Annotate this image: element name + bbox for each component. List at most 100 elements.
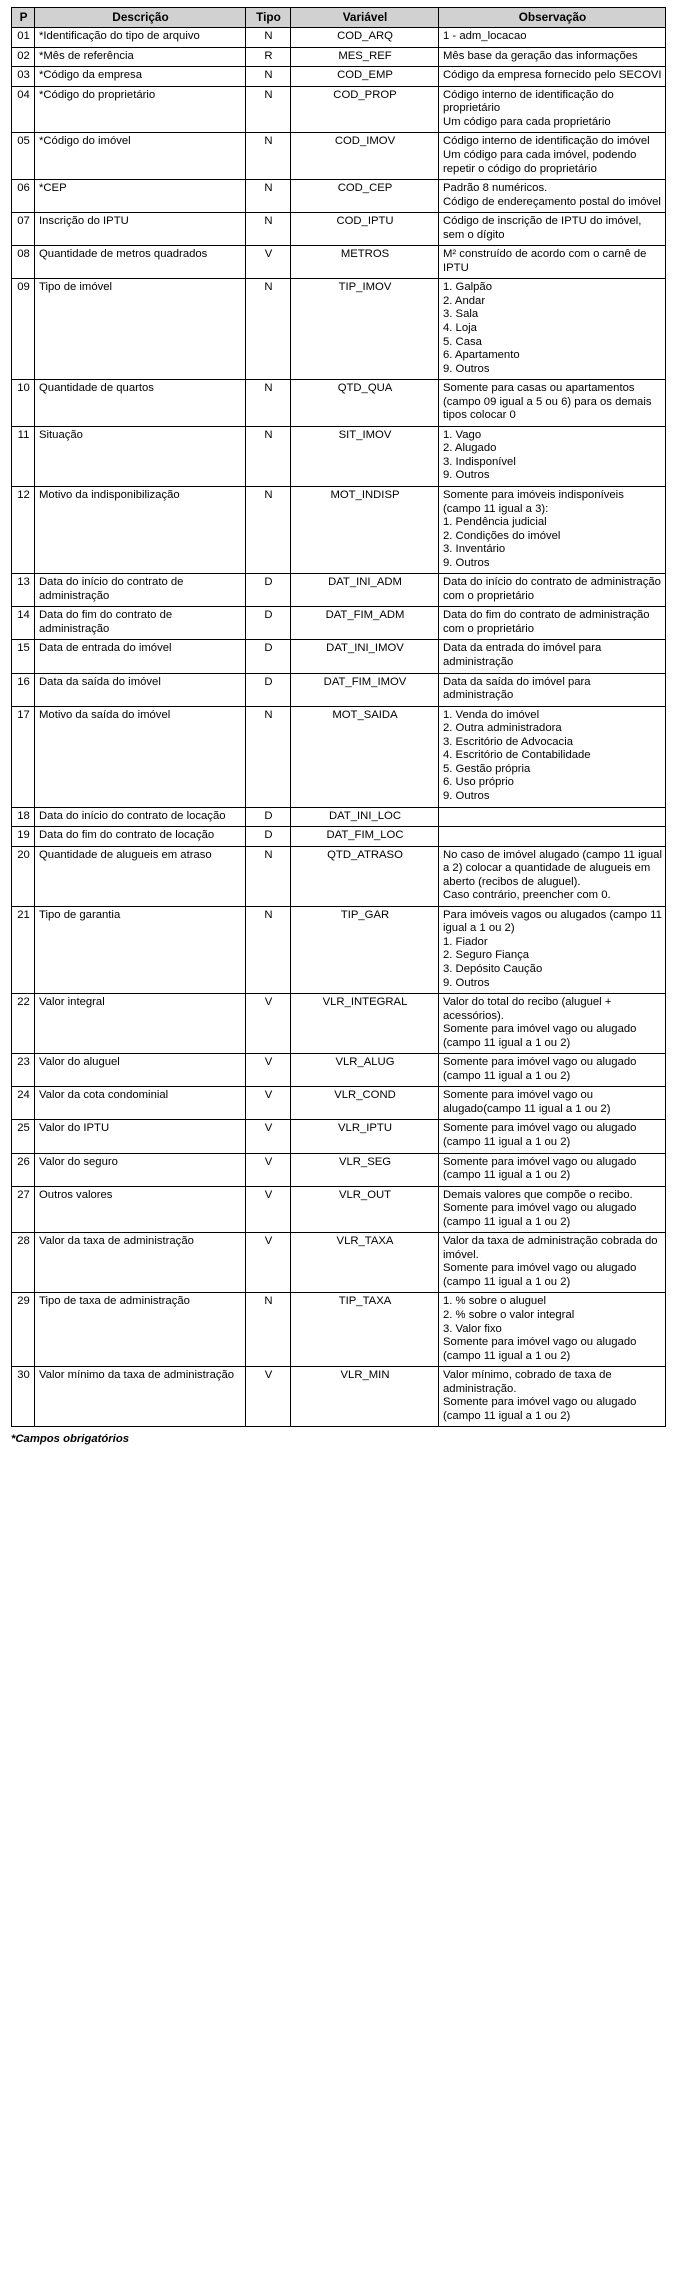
cell-observacao-text: Valor da taxa de administração cobrada d… [443,1235,658,1288]
cell-variavel: QTD_ATRASO [290,845,439,907]
cell-observacao-text: 1. Vago 2. Alugado 3. Indisponível 9. Ou… [443,428,516,482]
cell-variavel: QTD_QUA [290,379,439,427]
cell-tipo-text: N [264,182,273,195]
cell-observacao-text: Data do início do contrato de administra… [443,576,661,602]
cell-observacao-text: Mês base da geração das informações [443,49,638,62]
table-row: 17 Motivo da saída do imóvel N MOT_SAIDA 1. … [11,705,666,808]
cell-descricao-text: Data de entrada do imóvel [39,642,172,655]
cell-variavel-text: COD_CEP [337,182,393,195]
cell-position-text: 26 [17,1155,30,1168]
cell-observacao: Somente para imóvel vago ou alugado(camp… [438,1086,666,1121]
cell-position-text: 11 [17,428,30,441]
cell-tipo: N [245,85,291,134]
cell-position-text: 22 [17,996,30,1009]
cell-position: 25 [11,1119,35,1154]
cell-observacao-text: Somente para imóvel vago ou alugado (cam… [443,1122,637,1148]
cell-tipo-text: D [264,642,273,655]
cell-position-text: 07 [17,215,30,228]
cell-descricao: Data do início do contrato de administra… [34,573,246,608]
cell-descricao: Data do fim do contrato de administração [34,606,246,641]
cell-tipo: R [245,46,291,68]
cell-position: 28 [11,1232,35,1294]
cell-variavel: TIP_GAR [290,905,439,995]
cell-variavel: DAT_FIM_ADM [290,606,439,641]
cell-observacao-text: 1. Galpão 2. Andar 3. Sala 4. Loja 5. Ca… [443,281,520,375]
cell-position: 15 [11,639,35,674]
cell-descricao: Motivo da indisponibilização [34,486,246,575]
table-row: 22 Valor integral V VLR_INTEGRAL Valor do to… [11,993,666,1055]
cell-observacao: Código interno de identificação do imóve… [438,132,666,181]
cell-descricao-text: *Código do proprietário [39,88,156,101]
cell-position: 02 [11,46,35,68]
cell-descricao-text: Valor do aluguel [39,1056,120,1069]
cell-variavel-text: VLR_INTEGRAL [322,996,408,1009]
cell-variavel: MOT_INDISP [290,486,439,575]
cell-observacao: Somente para imóvel vago ou alugado (cam… [438,1053,666,1088]
cell-variavel-text: COD_IMOV [334,135,396,148]
cell-observacao-text: Código interno de identificação do imóve… [443,135,650,175]
field-layout-table: P Descrição Tipo Variável Observação 01 *… [11,6,666,1428]
cell-observacao-text: Somente para casas ou apartamentos (camp… [443,382,652,422]
cell-tipo: D [245,573,291,608]
table-row: 24 Valor da cota condominial V VLR_COND Some… [11,1086,666,1121]
cell-position-text: 30 [17,1369,30,1382]
cell-variavel-text: COD_IPTU [336,215,394,228]
cell-tipo-text: D [264,609,273,622]
cell-observacao: Padrão 8 numéricos. Código de endereçame… [438,179,666,214]
table-row: 09 Tipo de imóvel N TIP_IMOV 1. Galpão 2. An… [11,278,666,381]
cell-position: 13 [11,573,35,608]
table-body: 01 *Identificação do tipo de arquivo N COD_… [11,27,666,1428]
cell-observacao-text: Data da saída do imóvel para administraç… [443,675,591,702]
cell-variavel-text: MOT_INDISP [330,489,400,502]
cell-variavel: COD_CEP [290,179,439,214]
cell-descricao: Data do início do contrato de locação [34,806,246,828]
cell-tipo: D [245,806,291,828]
cell-tipo-text: D [264,576,273,589]
cell-variavel-text: COD_ARQ [337,30,393,43]
cell-descricao: Data da saída do imóvel [34,672,246,707]
cell-tipo-text: V [264,996,273,1009]
cell-observacao: 1. % sobre o aluguel 2. % sobre o valor … [438,1292,666,1368]
cell-descricao: Situação [34,425,246,488]
cell-tipo-text: V [264,248,273,261]
cell-descricao-text: Valor mínimo da taxa de administração [39,1369,235,1382]
cell-descricao: Valor integral [34,993,246,1055]
cell-observacao-text: Somente para imóvel vago ou alugado(camp… [443,1089,611,1115]
cell-variavel-text: TIP_GAR [340,908,390,921]
table-row: 04 *Código do proprietário N COD_PROP Código… [11,85,666,134]
cell-descricao: Tipo de garantia [34,905,246,995]
cell-tipo-text: N [264,428,273,441]
cell-position: 18 [11,806,35,828]
table-row: 29 Tipo de taxa de administração N TIP_TAXA… [11,1292,666,1368]
cell-descricao-text: Inscrição do IPTU [39,215,129,228]
cell-variavel-text: DAT_INI_LOC [329,809,401,822]
cell-variavel-text: VLR_MIN [340,1369,390,1382]
cell-observacao: 1. Venda do imóvel 2. Outra administrado… [438,705,666,808]
cell-descricao: Valor do seguro [34,1152,246,1187]
table-row: 02 *Mês de referência R MES_REF Mês base da … [11,46,666,68]
cell-position-text: 29 [17,1295,30,1308]
cell-variavel-text: METROS [340,248,390,261]
cell-position-text: 19 [17,829,30,842]
cell-position-text: 14 [17,609,30,622]
cell-tipo: V [245,1232,291,1294]
table-row: 14 Data do fim do contrato de administraç… [11,606,666,641]
cell-tipo: N [245,705,291,808]
cell-position: 21 [11,905,35,995]
cell-tipo-text: V [264,1155,273,1168]
cell-position-text: 28 [17,1235,30,1248]
cell-tipo-text: N [264,848,273,861]
cell-observacao: Somente para imóvel vago ou alugado (cam… [438,1119,666,1154]
cell-descricao: Valor do IPTU [34,1119,246,1154]
cell-descricao-text: Outros valores [39,1188,113,1201]
cell-observacao: M² construído de acordo com o carnê de I… [438,245,666,280]
cell-observacao: Somente para casas ou apartamentos (camp… [438,379,666,427]
cell-position-text: 25 [17,1122,30,1135]
cell-descricao-text: Data do fim do contrato de locação [39,829,215,842]
table-row: 10 Quantidade de quartos N QTD_QUA Somente p… [11,379,666,427]
cell-tipo: N [245,845,291,907]
cell-variavel-text: VLR_IPTU [338,1122,392,1135]
cell-observacao: 1 - adm_locacao [438,27,666,48]
cell-descricao: Quantidade de metros quadrados [34,245,246,280]
cell-descricao-text: Data do fim do contrato de administração [39,609,173,635]
